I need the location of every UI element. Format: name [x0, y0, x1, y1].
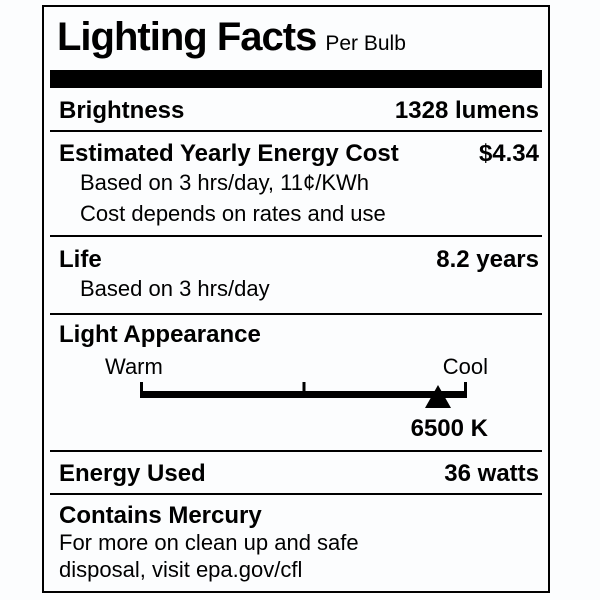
color-temp-marker	[424, 385, 451, 408]
energy-used-value: 36 watts	[444, 460, 539, 487]
color-temp-scale-labels: Warm Cool	[59, 354, 539, 380]
brightness-row: Brightness 1328 lumens	[59, 98, 539, 124]
energy-used-row: Energy Used 36 watts	[59, 461, 539, 487]
scale-tick-right	[464, 382, 467, 398]
energy-cost-value: $4.34	[478, 140, 539, 167]
section-mercury: Contains Mercury For more on clean up an…	[50, 495, 542, 583]
energy-cost-label: Estimated Yearly Energy Cost	[59, 140, 399, 167]
light-appearance-heading-row: Light Appearance	[59, 322, 539, 348]
energy-cost-note-disclaimer: Cost depends on rates and use	[80, 201, 386, 226]
life-note-basis: Based on 3 hrs/day	[80, 276, 270, 301]
label-title: Lighting Facts	[57, 15, 317, 59]
kelvin-value: 6500 K	[410, 415, 488, 442]
life-value: 8.2 years	[436, 246, 539, 273]
life-label: Life	[59, 246, 102, 273]
section-energy-used: Energy Used 36 watts	[50, 452, 542, 495]
energy-cost-note-basis: Based on 3 hrs/day, 11¢/KWh	[80, 170, 370, 195]
life-row: Life 8.2 years	[59, 247, 539, 273]
section-light-appearance: Light Appearance Warm Cool 6500 K	[50, 315, 542, 452]
brightness-value: 1328 lumens	[394, 97, 539, 124]
brightness-label: Brightness	[59, 97, 185, 124]
energy-cost-row: Estimated Yearly Energy Cost $4.34	[59, 141, 539, 167]
warm-label: Warm	[105, 354, 163, 379]
mercury-label: Contains Mercury	[59, 502, 262, 529]
cool-label: Cool	[442, 354, 488, 379]
header-separator-bar	[50, 70, 542, 88]
label-subtitle: Per Bulb	[325, 32, 406, 55]
scale-tick-middle	[302, 382, 305, 398]
mercury-line-2: disposal, visit epa.gov/cfl	[59, 557, 303, 582]
color-temp-scale	[140, 382, 467, 412]
label-header: Lighting Facts Per Bulb	[50, 7, 542, 70]
section-energy-cost: Estimated Yearly Energy Cost $4.34 Based…	[50, 132, 542, 237]
scale-tick-left	[140, 382, 143, 398]
energy-used-label: Energy Used	[59, 460, 206, 487]
section-life: Life 8.2 years Based on 3 hrs/day	[50, 237, 542, 315]
light-appearance-label: Light Appearance	[59, 321, 261, 348]
mercury-line-1: For more on clean up and safe	[59, 530, 359, 555]
lighting-facts-label: Lighting Facts Per Bulb Brightness 1328 …	[42, 5, 550, 593]
section-brightness: Brightness 1328 lumens	[50, 88, 542, 132]
